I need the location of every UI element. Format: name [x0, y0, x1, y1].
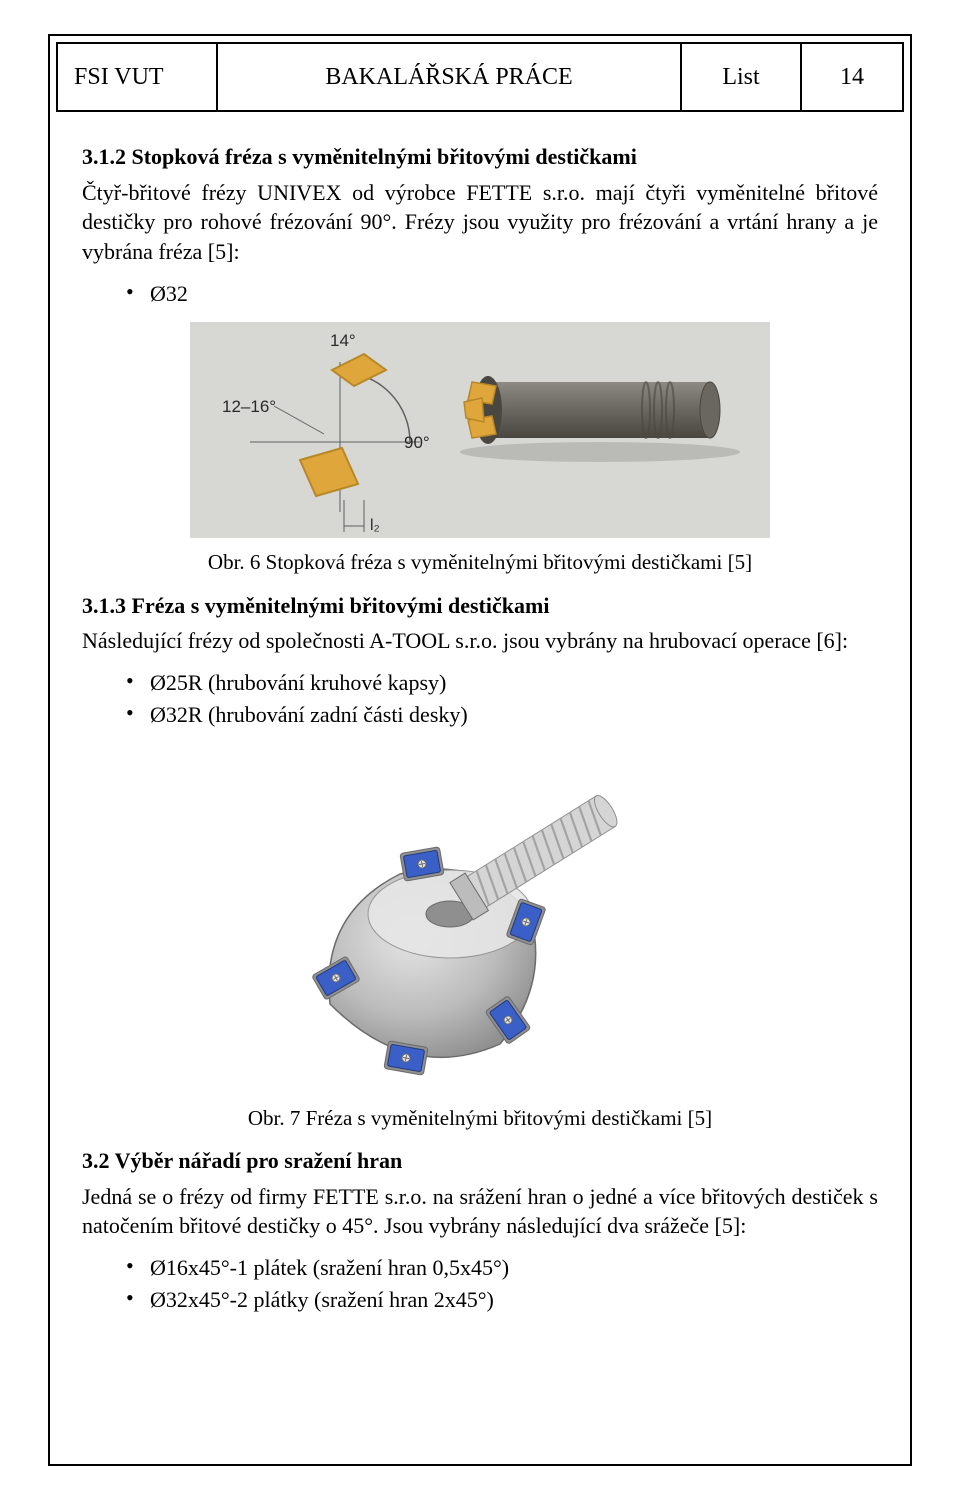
list-item: Ø32R (hrubování zadní části desky): [126, 700, 878, 730]
content-area: 3.1.2 Stopková fréza s vyměnitelnými bři…: [56, 112, 904, 1314]
header-left: FSI VUT: [58, 44, 218, 110]
bullets-313: Ø25R (hrubování kruhové kapsy) Ø32R (hru…: [82, 668, 878, 729]
heading-312: 3.1.2 Stopková fréza s vyměnitelnými bři…: [82, 142, 878, 172]
header-title: BAKALÁŘSKÁ PRÁCE: [218, 44, 682, 110]
figure-6: 14° 12–16° 90° l₂: [82, 322, 878, 538]
list-item: Ø16x45°-1 plátek (sražení hran 0,5x45°): [126, 1253, 878, 1283]
bullets-312: Ø32: [82, 279, 878, 309]
bullets-32: Ø16x45°-1 plátek (sražení hran 0,5x45°) …: [82, 1253, 878, 1314]
paragraph-312: Čtyř-břitové frézy UNIVEX od výrobce FET…: [82, 178, 878, 267]
list-item: Ø32: [126, 279, 878, 309]
caption-fig6: Obr. 6 Stopková fréza s vyměnitelnými bř…: [82, 548, 878, 576]
figure-6-svg: 14° 12–16° 90° l₂: [190, 322, 770, 538]
paragraph-313: Následující frézy od společnosti A-TOOL …: [82, 626, 878, 656]
list-item: Ø25R (hrubování kruhové kapsy): [126, 668, 878, 698]
header-page-number: 14: [802, 44, 902, 110]
svg-text:12–16°: 12–16°: [222, 397, 276, 416]
paragraph-32: Jedná se o frézy od firmy FETTE s.r.o. n…: [82, 1182, 878, 1241]
svg-text:14°: 14°: [330, 331, 356, 350]
header-list-label: List: [682, 44, 802, 110]
list-item: Ø32x45°-2 plátky (sražení hran 2x45°): [126, 1285, 878, 1315]
caption-fig7: Obr. 7 Fréza s vyměnitelnými břitovými d…: [82, 1104, 878, 1132]
page-header: FSI VUT BAKALÁŘSKÁ PRÁCE List 14: [56, 42, 904, 112]
heading-313: 3.1.3 Fréza s vyměnitelnými břitovými de…: [82, 591, 878, 621]
page-frame: FSI VUT BAKALÁŘSKÁ PRÁCE List 14 3.1.2 S…: [48, 34, 912, 1466]
figure-7-svg: [280, 744, 680, 1094]
svg-text:l₂: l₂: [370, 517, 380, 534]
figure-7: [82, 744, 878, 1094]
svg-text:90°: 90°: [404, 433, 430, 452]
heading-32: 3.2 Výběr nářadí pro sražení hran: [82, 1146, 878, 1176]
inner-region: FSI VUT BAKALÁŘSKÁ PRÁCE List 14 3.1.2 S…: [56, 42, 904, 1458]
page: FSI VUT BAKALÁŘSKÁ PRÁCE List 14 3.1.2 S…: [0, 0, 960, 1506]
